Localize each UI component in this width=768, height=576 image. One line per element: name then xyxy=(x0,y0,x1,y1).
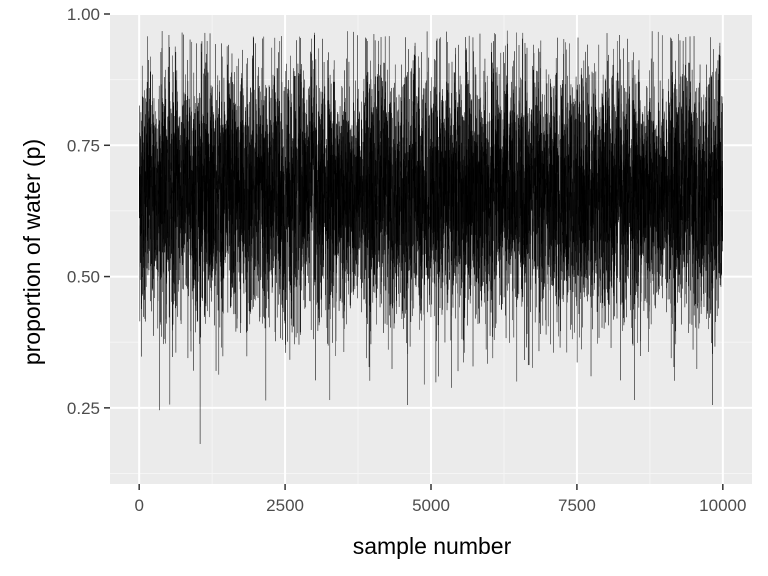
x-tick-label: 2500 xyxy=(266,496,304,515)
y-tick-label: 1.00 xyxy=(67,5,100,24)
x-axis-title: sample number xyxy=(353,533,512,559)
x-tick-label: 5000 xyxy=(412,496,450,515)
y-axis-title: proportion of water (p) xyxy=(19,139,45,365)
y-tick-label: 0.50 xyxy=(67,268,100,287)
y-tick-label: 0.25 xyxy=(67,399,100,418)
trace-series xyxy=(139,30,723,445)
x-tick-label: 7500 xyxy=(558,496,596,515)
x-tick-label: 0 xyxy=(134,496,143,515)
x-tick-label: 10000 xyxy=(699,496,746,515)
y-tick-labels: 0.25 0.50 0.75 1.00 xyxy=(67,5,100,418)
x-tick-labels: 0 2500 5000 7500 10000 xyxy=(134,496,746,515)
y-tick-label: 0.75 xyxy=(67,136,100,155)
axis-ticks xyxy=(104,13,724,490)
trace-line xyxy=(139,30,723,445)
